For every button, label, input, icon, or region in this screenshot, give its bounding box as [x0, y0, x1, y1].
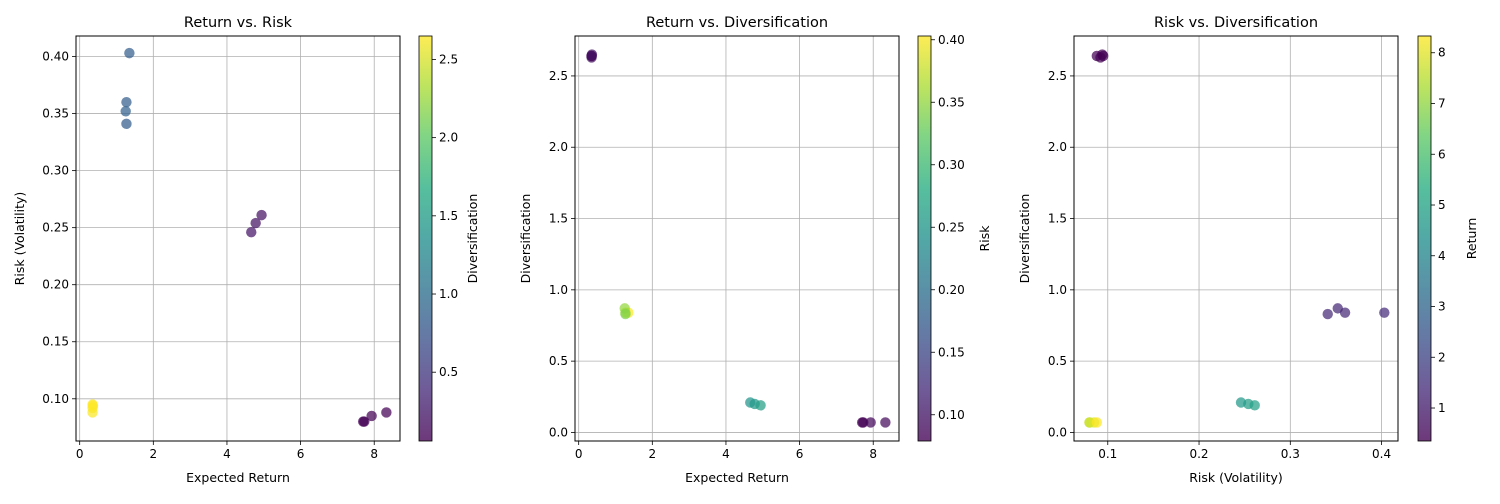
x-tick-label: 8: [370, 447, 378, 461]
colorbar-tick-label: 4: [1438, 249, 1446, 263]
y-tick-label: 2.5: [1048, 69, 1067, 83]
colorbar-tick-label: 8: [1438, 46, 1446, 60]
y-tick-label: 0.25: [42, 221, 69, 235]
scatter-point: [87, 400, 99, 411]
y-tick-label: 0.40: [42, 50, 69, 64]
colorbar-tick-label: 2.5: [439, 52, 458, 66]
x-tick-label: 0: [76, 447, 84, 461]
scatter-point: [880, 417, 891, 428]
colorbar-tick-label: 2: [1438, 350, 1446, 364]
axes-frame: [574, 35, 900, 442]
x-tick-label: 0.3: [1281, 447, 1300, 461]
y-tick-label: 0.5: [1048, 354, 1067, 368]
y-tick-label: 0.15: [42, 335, 69, 349]
scatter-point: [359, 416, 370, 427]
y-axis-label: Diversification: [1017, 194, 1032, 284]
x-tick-label: 2: [648, 447, 656, 461]
colorbar-tick-label: 0.5: [439, 365, 458, 379]
scatter-point: [865, 417, 876, 428]
x-tick-label: 2: [149, 447, 157, 461]
scatter-point: [858, 417, 869, 428]
x-axis-label: Expected Return: [186, 470, 290, 485]
y-tick-label: 0.35: [42, 107, 69, 121]
chart-panel-3: 0.1 0.2 0.3 0.4 0.0 0.5 1.0 1.5 2.0 2.5 Risk vs. D…: [1017, 15, 1479, 485]
colorbar: [418, 35, 433, 442]
colorbar-tick-label: 0.35: [938, 95, 965, 109]
axes-frame: [1073, 35, 1399, 442]
x-tick-label: 0.1: [1098, 447, 1117, 461]
scatter-point: [256, 209, 267, 221]
x-tick-label: 8: [869, 447, 877, 461]
x-axis-label: Risk (Volatility): [1189, 470, 1283, 485]
y-tick-label: 0.5: [549, 354, 568, 368]
scatter-point: [246, 227, 257, 238]
colorbar-tick-label: 0.30: [938, 158, 965, 172]
x-tick-label: 0.4: [1372, 447, 1391, 461]
scatter-point: [381, 407, 392, 418]
colorbar-label: Return: [1464, 218, 1479, 259]
colorbar-label: Diversification: [465, 194, 480, 284]
colorbar-tick-label: 1: [1438, 401, 1446, 415]
x-tick-label: 0.2: [1189, 447, 1208, 461]
x-tick-label: 4: [722, 447, 730, 461]
colorbar-tick-label: 1.0: [439, 287, 458, 301]
y-tick-label: 2.0: [549, 140, 568, 154]
colorbar-tick-label: 7: [1438, 97, 1446, 111]
scatter-point: [1097, 49, 1108, 60]
colorbar-tick-label: 0.25: [938, 220, 965, 234]
scatter-point: [120, 106, 131, 117]
scatter-point: [124, 47, 135, 59]
colorbar-tick-label: 3: [1438, 300, 1446, 314]
scatter-point: [121, 118, 132, 130]
y-tick-label: 0.0: [1048, 425, 1067, 439]
chart-title: Return vs. Diversification: [646, 15, 828, 31]
scatter-point: [1249, 400, 1260, 411]
chart-title: Return vs. Risk: [184, 15, 293, 31]
scatter-point: [1322, 308, 1333, 320]
y-tick-label: 1.5: [549, 212, 568, 226]
y-tick-label: 0.10: [42, 392, 69, 406]
y-tick-label: 0.20: [42, 278, 69, 292]
y-tick-label: 1.0: [549, 283, 568, 297]
x-tick-label: 6: [297, 447, 305, 461]
scatter-point: [1332, 303, 1343, 314]
colorbar-tick-label: 2.0: [439, 131, 458, 145]
colorbar-tick-label: 0.20: [938, 283, 965, 297]
y-axis-label: Risk (Volatility): [12, 192, 27, 286]
chart-panel-1: 0 2 4 6 8 0.10 0.15 0.20 0.25 0.30 0.35 0.40 Return …: [12, 15, 480, 485]
scatter-point: [1379, 307, 1390, 318]
colorbar-tick-label: 1.5: [439, 209, 458, 223]
scatter-point: [586, 49, 598, 60]
scatter-point: [755, 400, 766, 411]
y-tick-label: 1.0: [1048, 283, 1067, 297]
scatter-point: [121, 96, 132, 108]
y-tick-label: 2.0: [1048, 140, 1067, 154]
axes-frame: [75, 35, 401, 442]
y-tick-label: 0.0: [549, 425, 568, 439]
scatter-point: [366, 410, 377, 422]
colorbar-label: Risk: [977, 225, 992, 252]
colorbar-tick-label: 0.10: [938, 408, 965, 422]
x-tick-label: 0: [575, 447, 583, 461]
y-tick-label: 0.30: [42, 164, 69, 178]
scatter-point: [620, 308, 631, 320]
colorbar-tick-label: 0.40: [938, 33, 965, 47]
chart-title: Risk vs. Diversification: [1154, 15, 1318, 31]
y-tick-label: 2.5: [549, 69, 568, 83]
x-tick-label: 6: [796, 447, 804, 461]
colorbar-tick-label: 6: [1438, 147, 1446, 161]
colorbar-tick-label: 0.15: [938, 345, 965, 359]
chart-panel-2: 0 2 4 6 8 0.0 0.5 1.0 1.5 2.0 2.5 Return vs. Divers…: [518, 15, 992, 485]
colorbar: [917, 35, 932, 442]
y-tick-label: 1.5: [1048, 212, 1067, 226]
colorbar-tick-label: 5: [1438, 198, 1446, 212]
colorbar: [1417, 35, 1432, 442]
scatter-point: [250, 217, 261, 229]
x-tick-label: 4: [223, 447, 231, 461]
y-axis-label: Diversification: [518, 194, 533, 284]
x-axis-label: Expected Return: [685, 470, 789, 485]
scatter-point: [1091, 417, 1103, 428]
